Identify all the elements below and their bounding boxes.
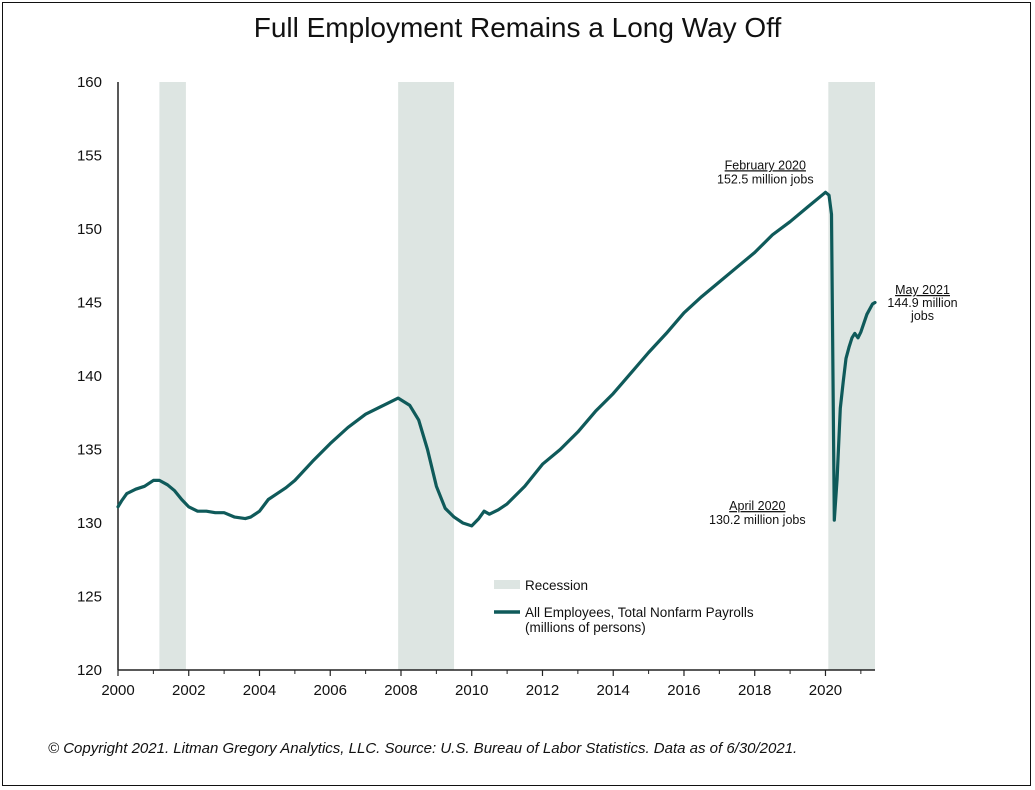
y-tick-label: 150 <box>77 221 102 238</box>
annotation-feb-2020-value: 152.5 million jobs <box>717 172 814 186</box>
x-tick-label: 2000 <box>101 682 134 699</box>
axes: 120 125 130 135 140 145 150 155 160 2000 2002 2004 2… <box>77 74 875 699</box>
recession-band-2 <box>398 82 455 670</box>
y-tick-label: 120 <box>77 662 102 679</box>
series-line-1 <box>116 190 877 528</box>
legend-series-label: All Employees, Total Nonfarm Payrolls <box>525 605 754 620</box>
y-tick-label: 140 <box>77 368 102 385</box>
annotation-may-2021-label: May 2021 <box>895 283 950 297</box>
x-tick-label: 2020 <box>809 682 842 699</box>
y-tick-label: 155 <box>77 148 102 165</box>
legend-recession-label: Recession <box>525 578 588 593</box>
x-tick-label: 2004 <box>243 682 276 699</box>
y-tick-label: 160 <box>77 74 102 91</box>
recession-bands <box>159 82 875 670</box>
y-tick-label: 135 <box>77 442 102 459</box>
y-tick-label: 130 <box>77 515 102 532</box>
x-tick-label: 2018 <box>738 682 771 699</box>
x-tick-label: 2012 <box>526 682 559 699</box>
annotation-feb-2020-label: February 2020 <box>725 158 806 172</box>
source-note: © Copyright 2021. Litman Gregory Analyti… <box>48 740 798 757</box>
annotation-may-2021-value: 144.9 million <box>887 296 957 310</box>
annotation-may-2021-value-2: jobs <box>910 309 934 323</box>
legend-series-label-2: (millions of persons) <box>525 620 646 635</box>
annotation-apr-2020-label: April 2020 <box>729 499 785 513</box>
y-tick-label: 145 <box>77 295 102 312</box>
x-tick-label: 2006 <box>314 682 347 699</box>
annotation-apr-2020-value: 130.2 million jobs <box>709 513 806 527</box>
x-tick-label: 2010 <box>455 682 488 699</box>
legend-recession-swatch <box>494 580 520 589</box>
x-tick-label: 2008 <box>384 682 417 699</box>
recession-band-3 <box>828 82 875 670</box>
chart-title: Full Employment Remains a Long Way Off <box>253 12 782 43</box>
y-tick-label: 125 <box>77 589 102 606</box>
series-layer <box>116 190 877 528</box>
recession-band-1 <box>159 82 186 670</box>
x-tick-label: 2016 <box>667 682 700 699</box>
x-tick-label: 2002 <box>172 682 205 699</box>
legend: Recession All Employees, Total Nonfarm Pa… <box>494 578 754 635</box>
x-tick-label: 2014 <box>597 682 630 699</box>
